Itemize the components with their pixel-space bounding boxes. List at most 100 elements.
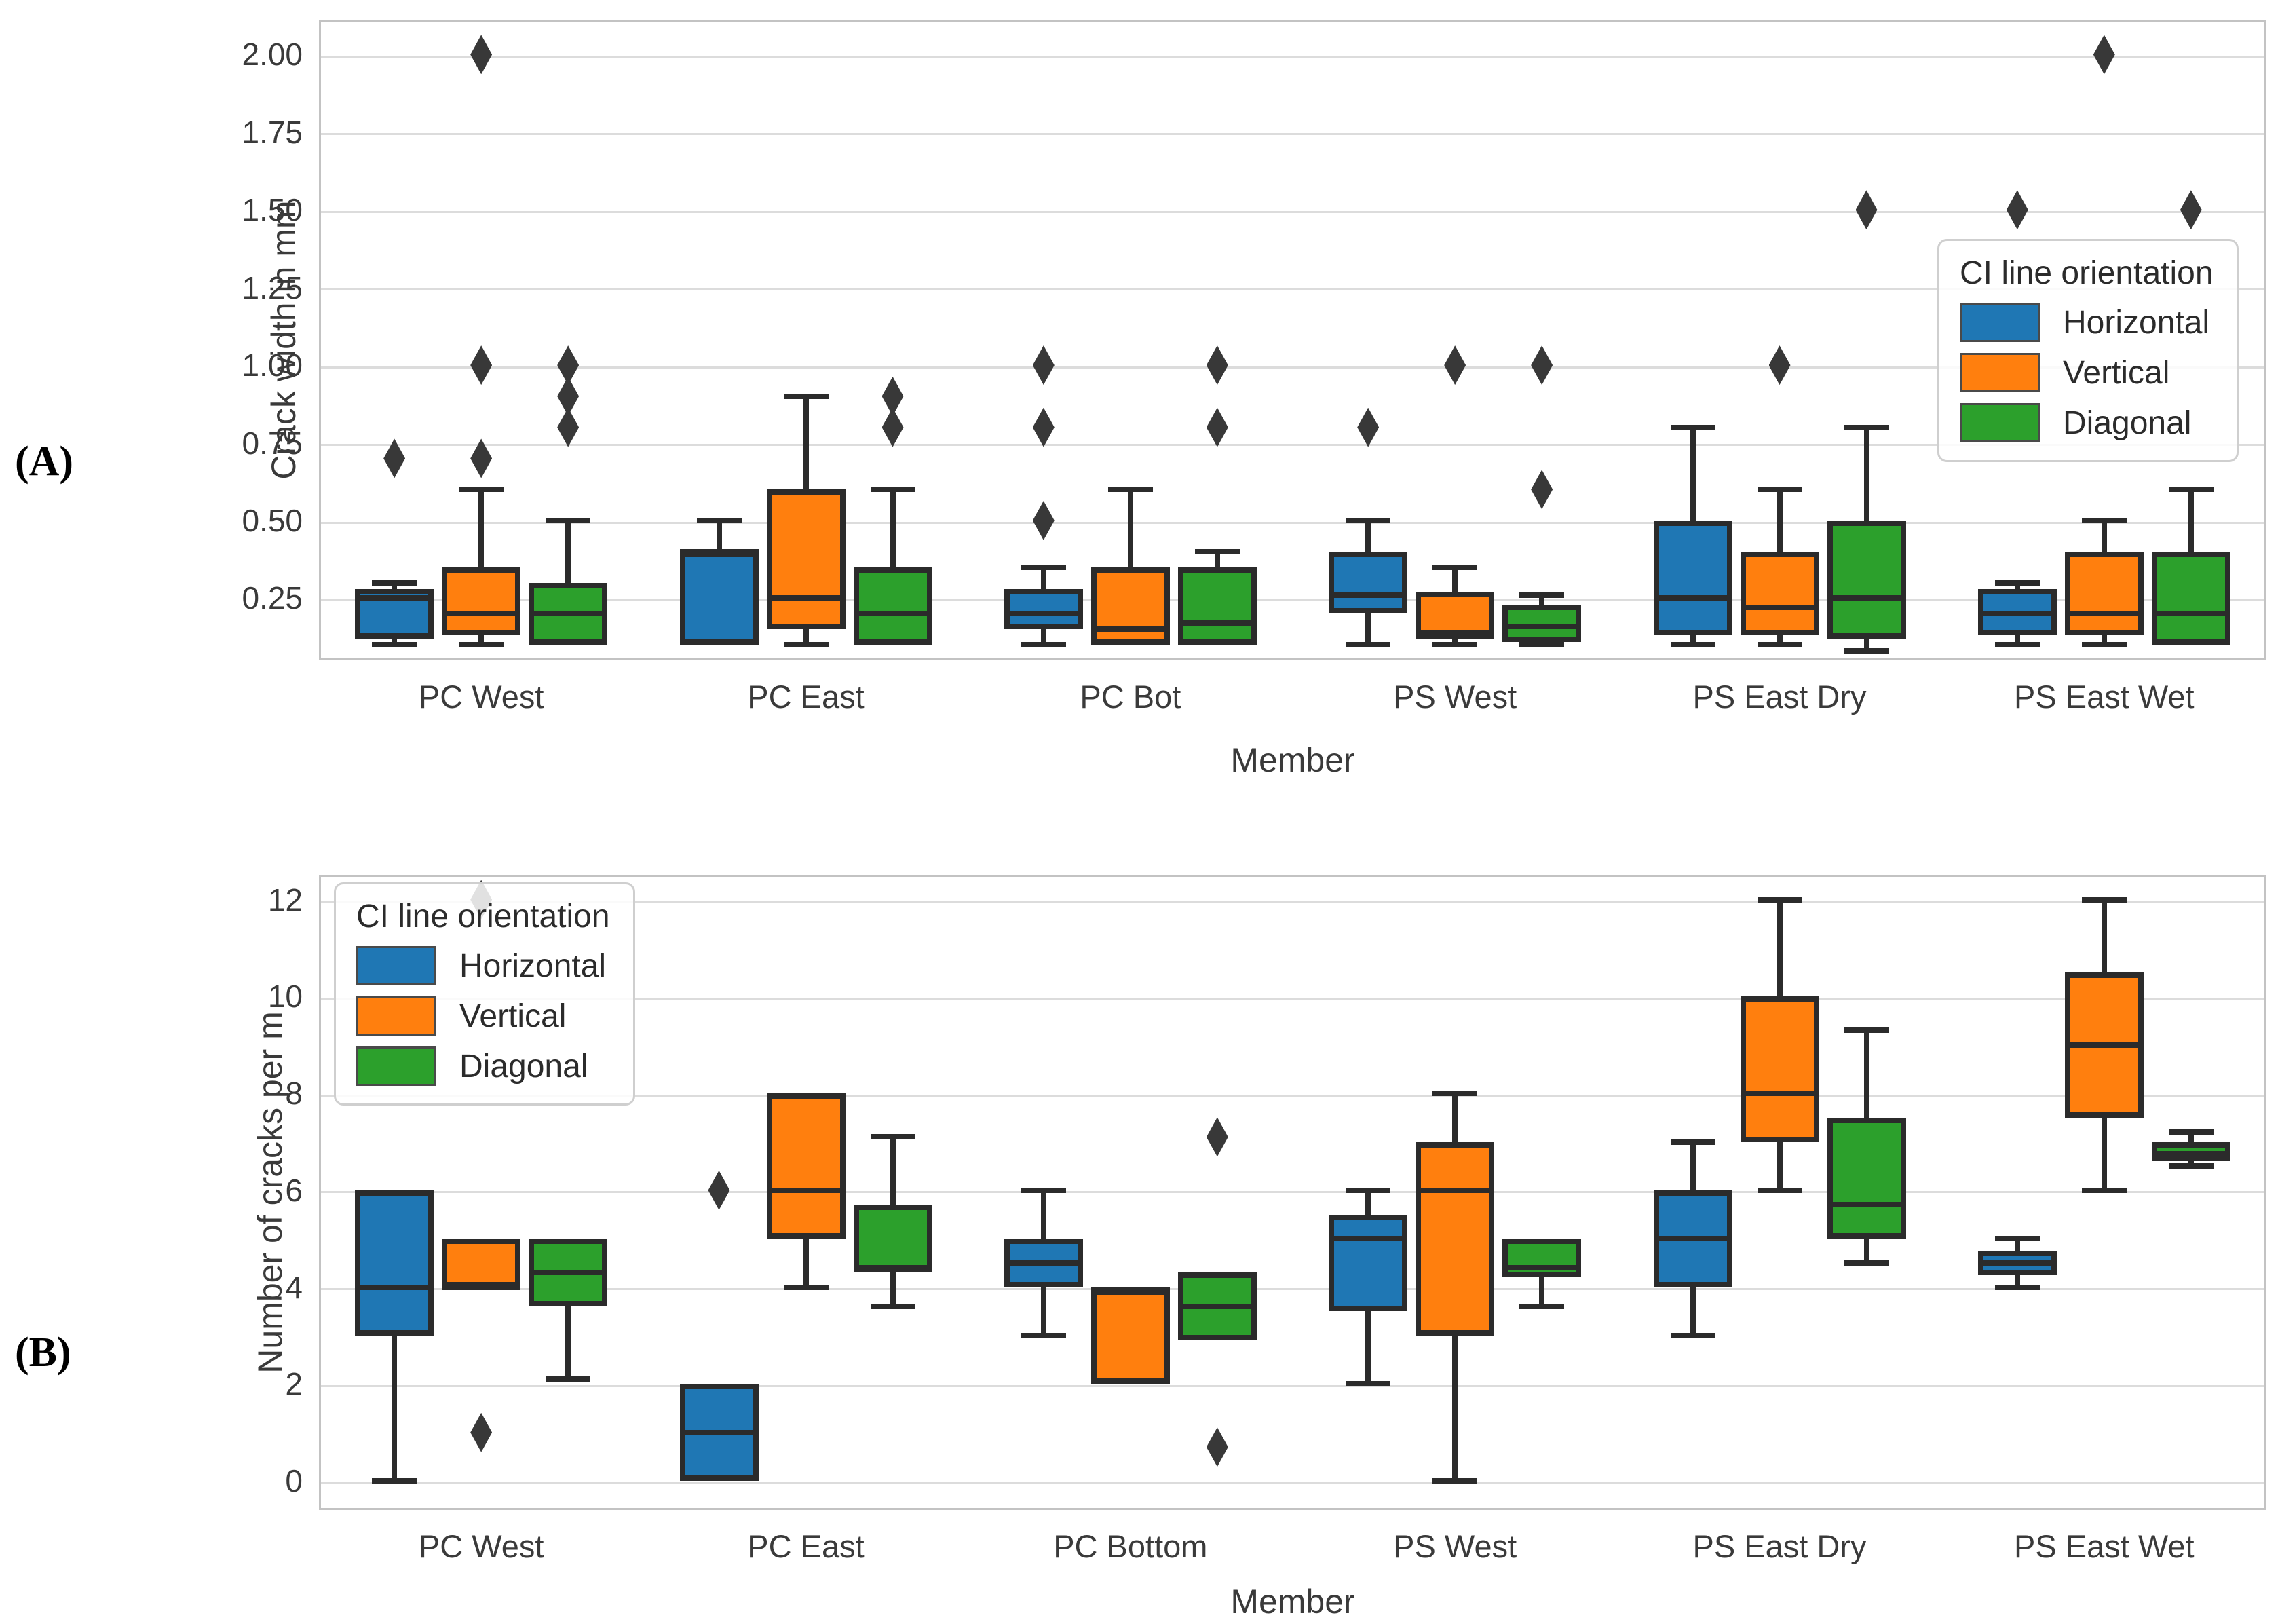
x-tick-label: PC Bottom (1053, 1528, 1208, 1564)
median-line (2064, 611, 2144, 617)
whisker-upper (2188, 1132, 2194, 1142)
median-line (529, 611, 608, 617)
y-tick-label: 0.50 (242, 503, 303, 538)
legend-b-label-horizontal: Horizontal (459, 947, 607, 984)
whisker-upper (1127, 489, 1133, 567)
whisker-upper (478, 489, 485, 567)
median-line (1416, 1187, 1495, 1193)
whisker-upper (1365, 1190, 1371, 1215)
y-tick-label: 1.25 (242, 269, 303, 305)
whisker-upper (1863, 427, 1869, 521)
whisker-cap-upper (1670, 424, 1715, 430)
whisker-lower (565, 1306, 571, 1380)
gridline (321, 444, 2264, 447)
gridline (321, 55, 2264, 58)
whisker-cap-upper (2168, 1129, 2214, 1135)
diagonal-color-swatch-icon (1960, 403, 2040, 442)
whisker-cap-upper (1994, 1236, 2040, 1242)
gridline (321, 1481, 2264, 1484)
diagonal-color-swatch-icon (356, 1046, 436, 1086)
boxplot-box (1329, 551, 1408, 614)
whisker-upper (1690, 427, 1696, 521)
gridline (321, 901, 2264, 903)
whisker-upper (1365, 521, 1371, 552)
y-tick-label: 0.25 (242, 580, 303, 616)
whisker-cap-upper (1757, 896, 1802, 903)
median-line (1090, 626, 1170, 632)
whisker-cap-upper (1194, 548, 1240, 554)
y-tick-label: 2.00 (242, 37, 303, 73)
whisker-lower (1365, 613, 1371, 645)
y-tick-label: 6 (285, 1172, 303, 1208)
median-line (1740, 1091, 1819, 1097)
whisker-cap-upper (783, 393, 829, 399)
whisker-cap-lower (1757, 642, 1802, 648)
x-tick-label: PS East Dry (1692, 1528, 1867, 1564)
boxplot-box (766, 1093, 846, 1239)
median-line (679, 1429, 759, 1435)
x-tick-label: PS East Dry (1692, 679, 1867, 715)
whisker-cap-lower (2081, 1187, 2127, 1193)
whisker-upper (890, 489, 896, 567)
whisker-upper (1452, 1093, 1458, 1142)
whisker-cap-upper (870, 1134, 915, 1140)
whisker-upper (2014, 582, 2020, 589)
boxplot-box (2064, 551, 2144, 636)
x-tick-label: PC West (418, 679, 544, 715)
whisker-upper (803, 396, 809, 490)
median-line (853, 611, 932, 617)
median-line (1177, 620, 1257, 626)
y-tick-label: 12 (267, 882, 303, 918)
median-line (529, 1270, 608, 1276)
gridline (321, 133, 2264, 136)
median-line (2151, 1151, 2230, 1157)
whisker-cap-lower (1670, 1333, 1715, 1339)
whisker-cap-lower (1346, 642, 1391, 648)
boxplot-box (1177, 567, 1257, 645)
boxplot-box (679, 551, 759, 645)
whisker-cap-lower (783, 1284, 829, 1290)
y-tick-label: 10 (267, 979, 303, 1015)
legend-a-label-horizontal: Horizontal (2063, 304, 2210, 341)
whisker-cap-upper (2081, 896, 2127, 903)
boxplot-box (853, 567, 932, 645)
whisker-upper (2101, 521, 2107, 552)
x-tick-label: PS West (1393, 1528, 1517, 1564)
median-line (355, 1284, 434, 1290)
legend-a-row-diagonal: Diagonal (1960, 403, 2214, 442)
whisker-cap-lower (1021, 1333, 1066, 1339)
legend-a-row-horizontal: Horizontal (1960, 303, 2214, 342)
median-line (1977, 1260, 2057, 1266)
median-line (679, 548, 759, 554)
gridline (321, 366, 2264, 369)
median-line (2151, 611, 2230, 617)
whisker-cap-upper (546, 518, 591, 523)
whisker-lower (1452, 638, 1458, 645)
whisker-cap-upper (870, 487, 915, 493)
median-line (1416, 629, 1495, 635)
legend-a-title: CI line orientation (1960, 255, 2214, 291)
whisker-cap-lower (372, 1478, 417, 1484)
whisker-cap-lower (1519, 642, 1565, 648)
y-tick-label: 2 (285, 1366, 303, 1402)
boxplot-box (853, 1205, 932, 1273)
median-line (1653, 1236, 1732, 1242)
legend-b-label-vertical: Vertical (459, 998, 567, 1034)
whisker-cap-lower (1432, 1478, 1478, 1484)
boxplot-box (766, 489, 846, 630)
median-line (766, 595, 846, 601)
whisker-lower (1863, 638, 1869, 652)
whisker-lower (890, 1272, 896, 1307)
legend-a-label-diagonal: Diagonal (2063, 404, 2192, 441)
gridline (321, 210, 2264, 213)
whisker-cap-lower (1021, 642, 1066, 648)
whisker-lower (1040, 1287, 1046, 1336)
whisker-lower (1690, 635, 1696, 645)
whisker-cap-lower (546, 1376, 591, 1382)
whisker-upper (1040, 1190, 1046, 1239)
horizontal-color-swatch-icon (1960, 303, 2040, 342)
whisker-lower (2014, 1274, 2020, 1287)
whisker-cap-upper (1432, 564, 1478, 570)
whisker-lower (2101, 1117, 2107, 1190)
